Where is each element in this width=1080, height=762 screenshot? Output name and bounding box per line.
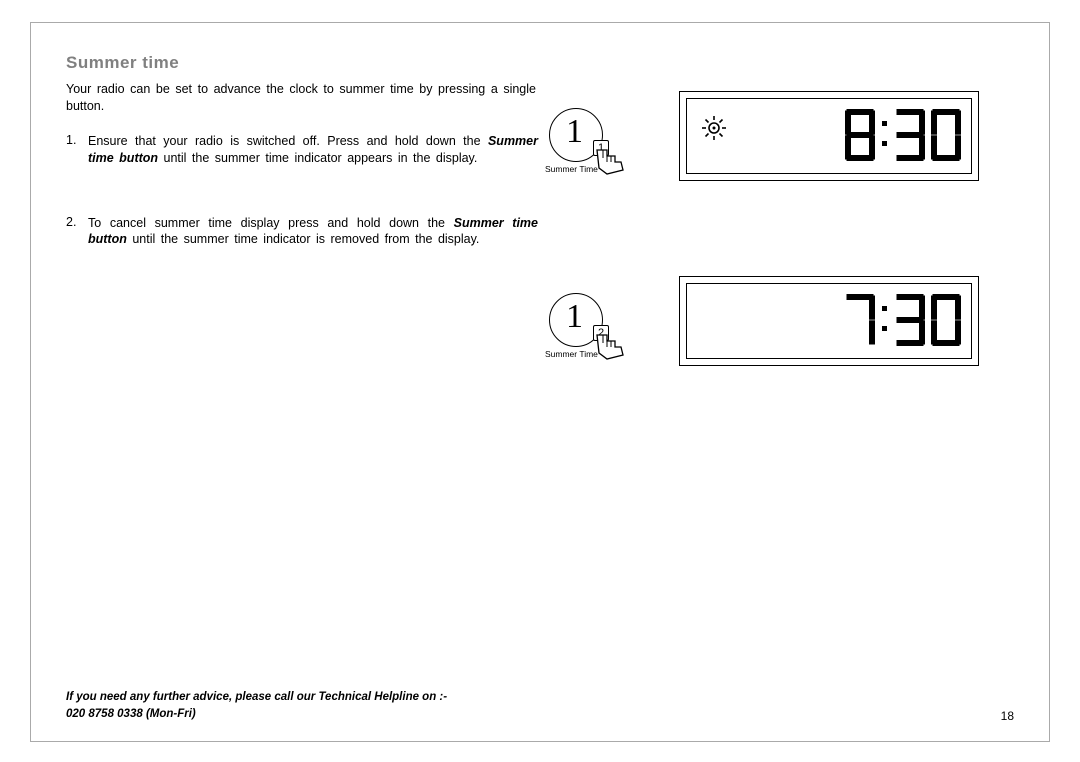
lcd-time-2 (845, 294, 961, 346)
step-post: until the summer time indicator is remov… (127, 232, 480, 246)
step-post: until the summer time indicator appears … (158, 151, 477, 165)
lcd-display-2 (679, 276, 979, 366)
button-label: Summer Time (545, 349, 598, 359)
step-pre: To cancel summer time display press and … (88, 216, 454, 230)
step-text: To cancel summer time display press and … (88, 215, 538, 249)
step-number: 1. (66, 133, 88, 147)
helpline-text: If you need any further advice, please c… (66, 689, 447, 724)
step-text: Ensure that your radio is switched off. … (88, 133, 538, 167)
intro-text: Your radio can be set to advance the clo… (66, 81, 536, 115)
step-2: 2. To cancel summer time display press a… (66, 215, 1014, 249)
button-big-digit: 1 (566, 115, 583, 149)
lcd-display-1 (679, 91, 979, 181)
lcd-inner-frame (686, 283, 972, 359)
button-big-digit: 1 (566, 300, 583, 334)
step-pre: Ensure that your radio is switched off. … (88, 134, 488, 148)
helpline-line2: 020 8758 0338 (Mon-Fri) (66, 708, 196, 720)
page-number: 18 (1001, 709, 1014, 723)
lcd-time-1 (845, 109, 961, 161)
section-heading: Summer time (66, 53, 1014, 73)
step-number: 2. (66, 215, 88, 229)
helpline-line1: If you need any further advice, please c… (66, 691, 447, 703)
manual-page: Summer time Your radio can be set to adv… (30, 22, 1050, 742)
sun-icon (701, 115, 727, 141)
lcd-inner-frame (686, 98, 972, 174)
page-footer: If you need any further advice, please c… (66, 689, 1014, 724)
button-label: Summer Time (545, 164, 598, 174)
